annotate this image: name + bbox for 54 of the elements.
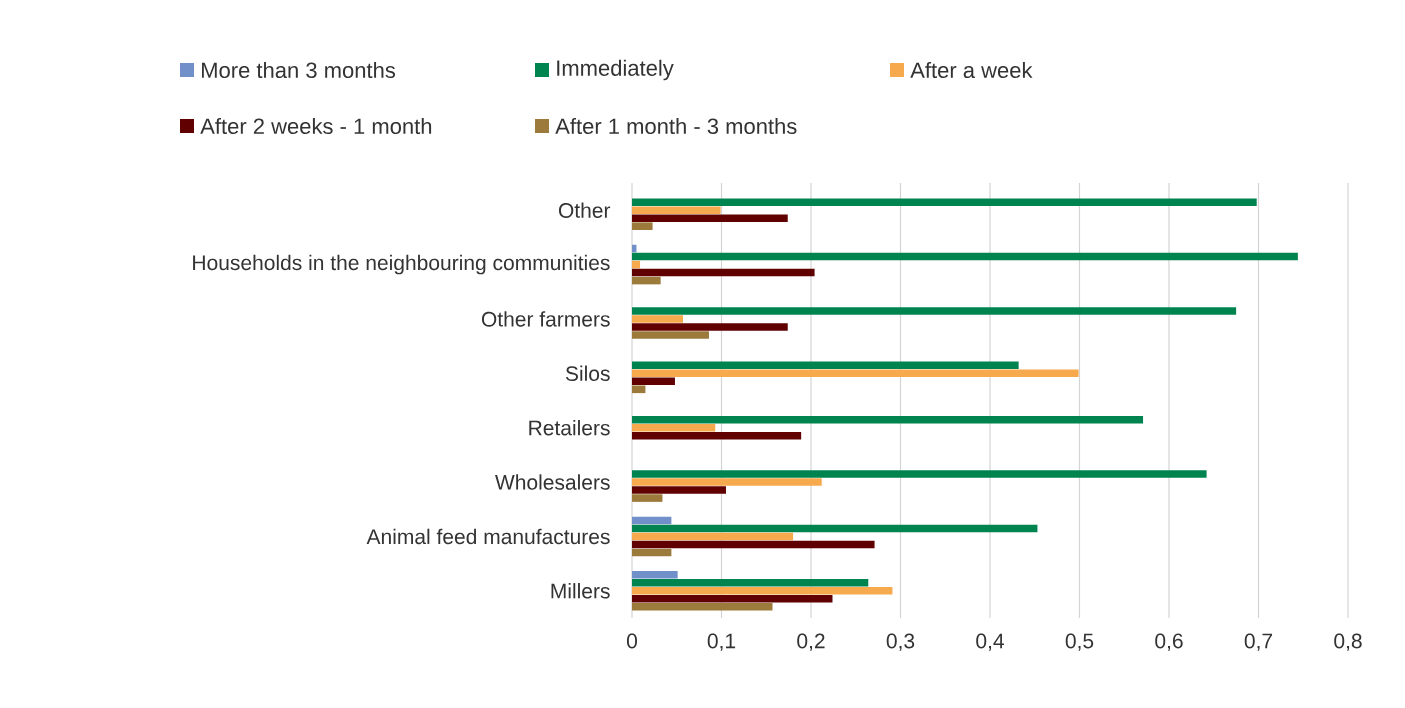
bar (632, 206, 721, 214)
x-tick-label: 0,7 (1244, 633, 1273, 651)
legend-label: After 1 month - 3 months (555, 117, 797, 135)
y-tick-label: Retailers (529, 419, 610, 436)
bar (632, 323, 788, 331)
bar (632, 478, 822, 486)
bar (632, 524, 1038, 533)
bar (632, 331, 709, 339)
bar (632, 307, 1237, 315)
legend-label: Immediately (557, 59, 674, 81)
bar (632, 268, 815, 277)
bar (632, 361, 1019, 370)
bar (632, 198, 1257, 206)
x-tick-label: 0,6 (1155, 633, 1183, 651)
bar (632, 540, 875, 549)
bar (632, 222, 653, 230)
bar (632, 276, 661, 285)
bar (632, 516, 672, 525)
bar (632, 579, 869, 587)
y-tick-label: Silos (565, 365, 610, 382)
x-tick-label: 0 (626, 633, 638, 649)
x-tick-label: 0,1 (707, 633, 736, 651)
bar (632, 423, 716, 432)
bar (632, 377, 675, 386)
y-tick-label: Other farmers (481, 311, 610, 327)
y-tick-label: Households in the neighbouring communities (193, 254, 610, 275)
bar (632, 571, 678, 579)
bar (632, 587, 893, 595)
y-tick-label: Millers (551, 583, 610, 599)
legend-label: More than 3 months (202, 61, 396, 79)
bar (632, 315, 684, 323)
bar (632, 214, 788, 222)
bar (632, 595, 833, 603)
legend-label: After a week (910, 61, 1033, 79)
x-tick-label: 0,2 (797, 633, 825, 651)
x-tick-label: 0,4 (976, 633, 1004, 651)
bar (632, 415, 1144, 424)
bar (632, 470, 1207, 478)
bar (632, 548, 672, 557)
x-tick-label: 0,3 (886, 633, 915, 651)
bar (632, 494, 663, 502)
bar (632, 260, 641, 269)
x-tick-label: 0,8 (1334, 633, 1362, 651)
bar (632, 486, 726, 494)
bar (632, 532, 794, 541)
bar (632, 252, 1298, 261)
bar (632, 603, 773, 611)
y-tick-label: Other (558, 202, 611, 218)
bar (632, 431, 802, 440)
x-tick-label: 0,5 (1065, 633, 1094, 651)
y-tick-label: Wholesalers (495, 474, 610, 490)
legend-label: After 2 weeks - 1 month (200, 117, 432, 135)
bar (632, 369, 1079, 378)
y-tick-label: Animal feed manufactures (366, 528, 610, 545)
